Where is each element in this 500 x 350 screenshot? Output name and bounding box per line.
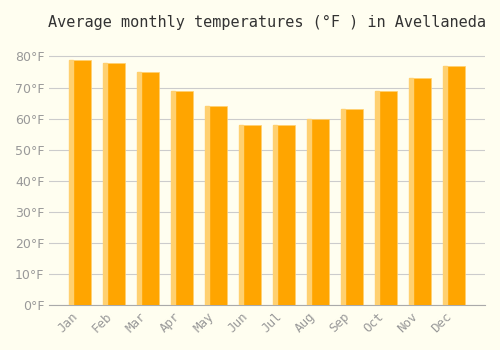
Bar: [443, 66, 447, 305]
Bar: [273, 125, 277, 305]
Bar: [341, 109, 363, 305]
Bar: [239, 125, 243, 305]
Bar: [103, 63, 126, 305]
Bar: [341, 109, 345, 305]
Bar: [103, 63, 107, 305]
Bar: [205, 106, 227, 305]
Bar: [409, 78, 431, 305]
Bar: [171, 91, 193, 305]
Bar: [69, 60, 73, 305]
Bar: [69, 60, 92, 305]
Bar: [443, 66, 465, 305]
Bar: [307, 119, 329, 305]
Bar: [273, 125, 295, 305]
Bar: [137, 72, 159, 305]
Bar: [171, 91, 175, 305]
Title: Average monthly temperatures (°F ) in Avellaneda: Average monthly temperatures (°F ) in Av…: [48, 15, 486, 30]
Bar: [307, 119, 311, 305]
Bar: [409, 78, 413, 305]
Bar: [375, 91, 379, 305]
Bar: [137, 72, 141, 305]
Bar: [239, 125, 261, 305]
Bar: [375, 91, 397, 305]
Bar: [205, 106, 209, 305]
